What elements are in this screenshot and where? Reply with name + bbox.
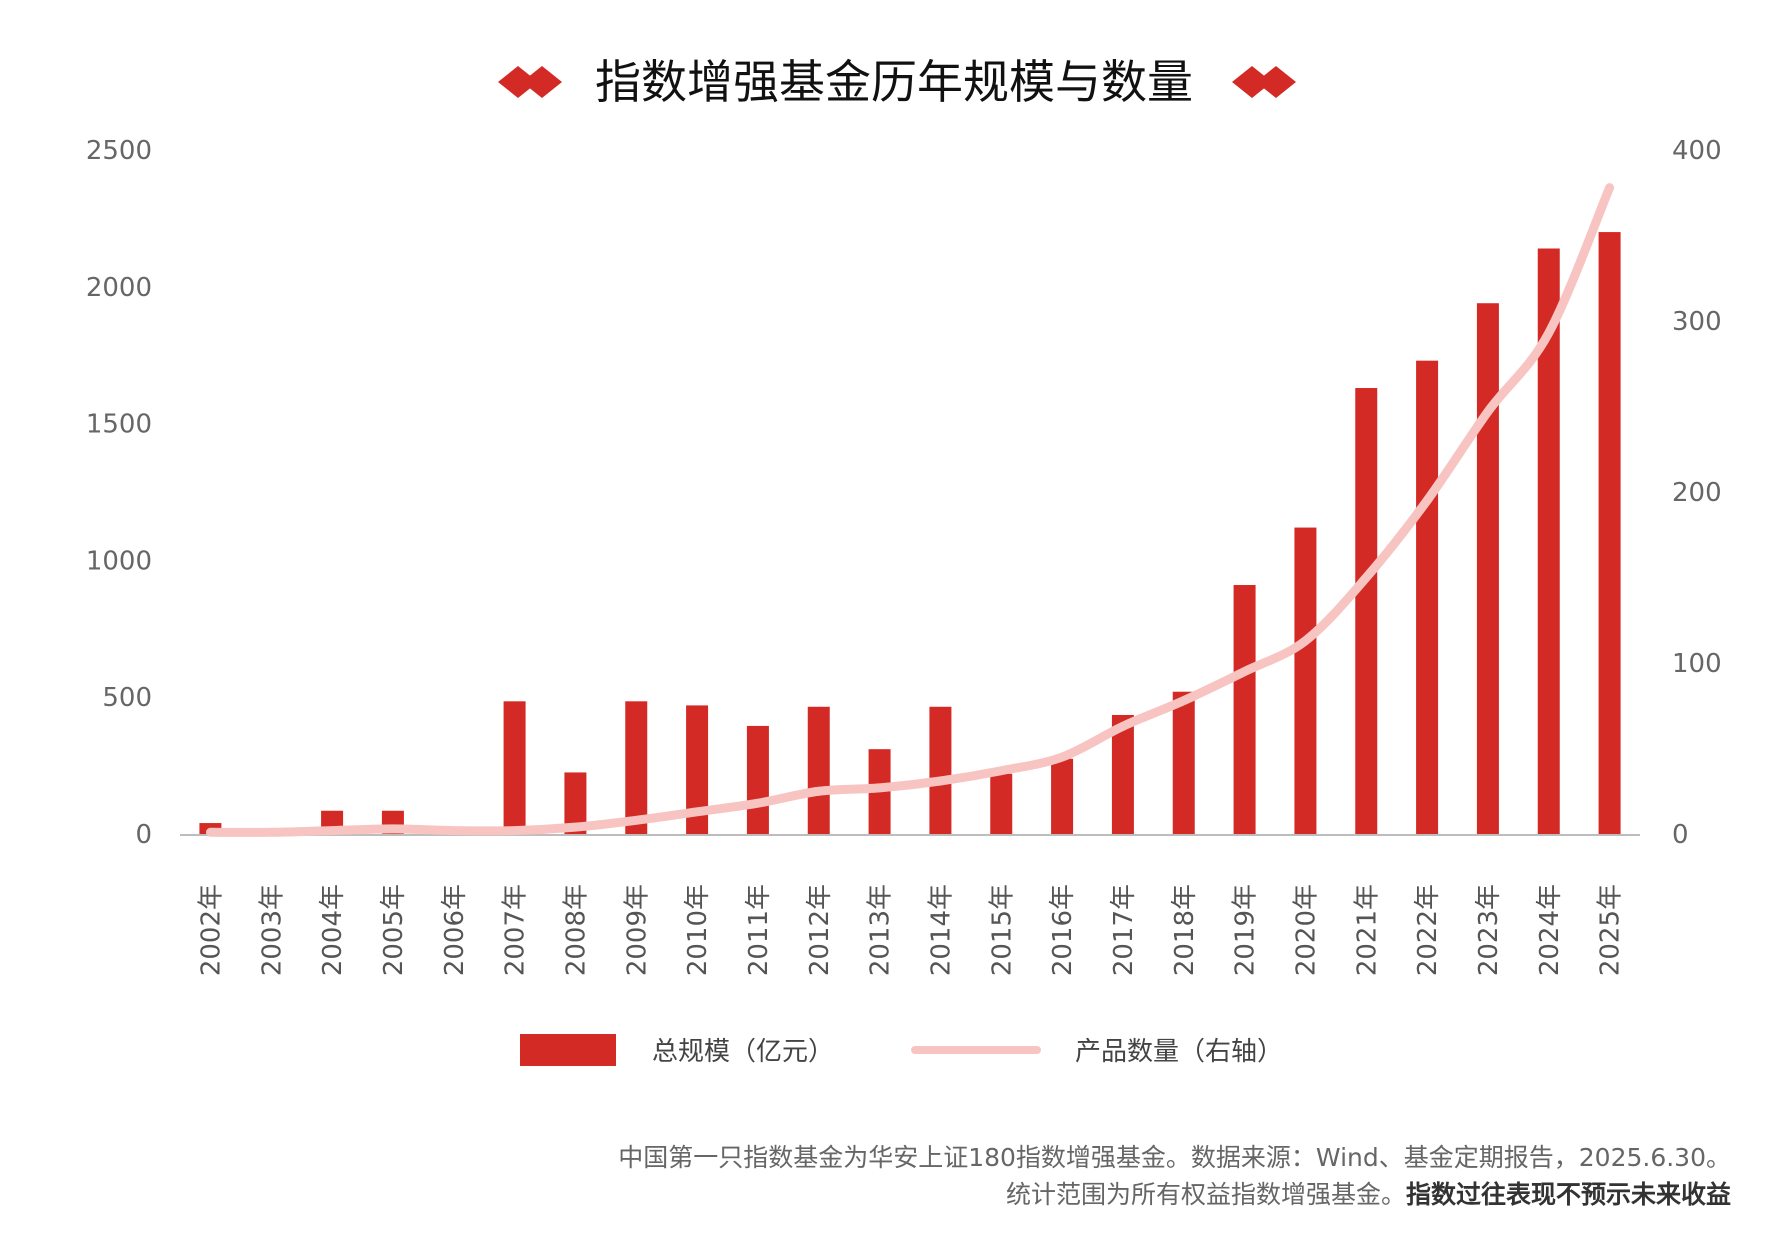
bar (564, 772, 587, 834)
left-diamond-icon (498, 66, 562, 98)
bar (1537, 248, 1560, 835)
bar (1476, 303, 1499, 834)
x-tick-label: 2025年 (1596, 884, 1626, 976)
y-axis-left: 0 500 1000 1500 2000 2500 (86, 136, 152, 850)
x-tick-label: 2023年 (1474, 884, 1504, 976)
x-tick-label: 2005年 (379, 884, 409, 976)
x-tick-label: 2009年 (622, 884, 652, 976)
x-tick-label: 2012年 (805, 884, 835, 976)
disclaimer-text: 指数过往表现不预示未来收益 (1405, 1180, 1731, 1209)
x-tick-label: 2003年 (257, 884, 287, 976)
x-tick-label: 2010年 (683, 884, 713, 976)
y-right-tick-label: 300 (1672, 307, 1722, 337)
y-axis-right: 0 100 200 300 400 (1672, 136, 1722, 850)
bar (1355, 388, 1378, 834)
y-left-tick-label: 1000 (86, 546, 152, 576)
y-right-tick-label: 400 (1672, 136, 1722, 166)
bar (1172, 691, 1195, 834)
y-right-tick-label: 100 (1672, 649, 1722, 679)
x-tick-label: 2014年 (926, 884, 956, 976)
x-tick-label: 2021年 (1352, 884, 1382, 976)
legend: 总规模（亿元） 产品数量（右轴） (520, 1034, 1283, 1067)
bar (1598, 232, 1621, 834)
x-tick-label: 2022年 (1413, 884, 1443, 976)
x-tick-label: 2017年 (1109, 884, 1139, 976)
x-tick-label: 2002年 (196, 884, 226, 976)
x-tick-label: 2006年 (440, 884, 470, 976)
x-tick-label: 2024年 (1535, 884, 1565, 976)
x-tick-label: 2019年 (1231, 884, 1261, 976)
bar (1051, 758, 1074, 834)
y-left-tick-label: 1500 (86, 410, 152, 440)
legend-swatch-bar (520, 1034, 616, 1066)
footnote-text-2: 统计范围为所有权益指数增强基金。 (1005, 1180, 1406, 1209)
bar (990, 773, 1013, 834)
chart-title: 指数增强基金历年规模与数量 (595, 55, 1193, 109)
x-tick-label: 2008年 (561, 884, 591, 976)
y-left-tick-label: 2500 (86, 136, 152, 166)
bar (746, 725, 769, 834)
y-right-tick-label: 200 (1672, 478, 1722, 508)
bar (1233, 585, 1256, 834)
legend-label-bar: 总规模（亿元） (652, 1037, 834, 1067)
bar (1416, 360, 1439, 834)
bar (625, 701, 648, 834)
x-tick-label: 2011年 (744, 884, 774, 976)
y-left-tick-label: 500 (102, 683, 152, 713)
chart-title-group: 指数增强基金历年规模与数量 (498, 55, 1296, 109)
right-diamond-icon (1232, 66, 1296, 98)
x-tick-label: 2016年 (1048, 884, 1078, 976)
bar (503, 701, 526, 834)
bar-series (199, 232, 1621, 835)
x-tick-label: 2020年 (1291, 884, 1321, 976)
bar (686, 705, 709, 834)
x-tick-label: 2007年 (501, 884, 531, 976)
footnote-line-1: 中国第一只指数基金为华安上证180指数增强基金。数据来源：Wind、基金定期报告… (618, 1138, 1731, 1174)
footnote-text-1: 中国第一只指数基金为华安上证180指数增强基金。数据来源：Wind、基金定期报告… (618, 1143, 1731, 1172)
bar (929, 706, 952, 834)
x-tick-label: 2015年 (987, 884, 1017, 976)
y-right-tick-label: 0 (1672, 820, 1689, 850)
x-tick-label: 2018年 (1170, 884, 1200, 976)
bar (1294, 527, 1317, 834)
footnote-line-2: 统计范围为所有权益指数增强基金。指数过往表现不预示未来收益 (1006, 1175, 1731, 1211)
bar (807, 706, 830, 834)
x-axis: 2002年 2003年 2004年 2005年 2006年 2007年 2008年 2009年… (196, 884, 1625, 976)
y-left-tick-label: 0 (135, 820, 152, 850)
x-tick-label: 2013年 (866, 884, 896, 976)
y-left-tick-label: 2000 (86, 273, 152, 303)
bar (1111, 714, 1134, 834)
legend-label-line: 产品数量（右轴） (1075, 1037, 1283, 1067)
line-series (205, 183, 1615, 837)
x-tick-label: 2004年 (318, 884, 348, 976)
